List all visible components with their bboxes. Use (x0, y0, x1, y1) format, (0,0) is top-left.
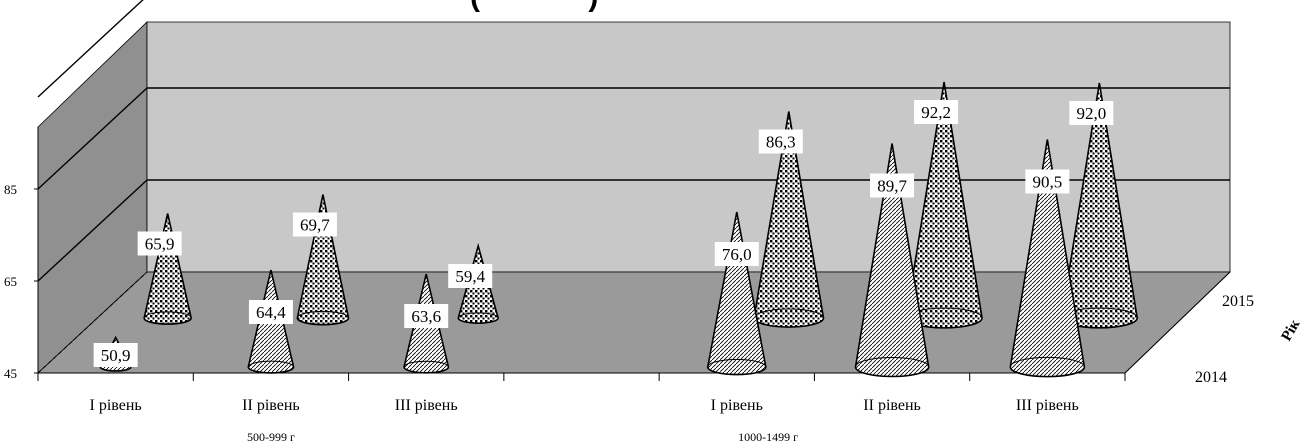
svg-text:92,2: 92,2 (921, 103, 951, 122)
data-label-2014-1: 64,4 (248, 300, 293, 324)
y-tick-label: 85 (4, 182, 17, 197)
data-label-2014-5: 90,5 (1025, 169, 1070, 194)
svg-text:63,6: 63,6 (411, 307, 441, 326)
chart-title-fragment: ( ) (470, 0, 598, 14)
data-labels: 65,9 69,7 59,4 86,3 92,2 92,0 50,9 64,4 63,6 76,0… (93, 100, 1114, 367)
data-label-2015-3: 86,3 (758, 129, 803, 154)
data-label-2015-1: 69,7 (292, 212, 337, 237)
svg-text:50,9: 50,9 (101, 346, 131, 365)
gridline-side-0 (37, 179, 148, 282)
cone-2015-0 (143, 213, 192, 325)
category-label: І рівень (90, 397, 142, 414)
cone-2014-5 (1009, 139, 1086, 378)
data-label-2015-5: 92,0 (1069, 101, 1114, 125)
y-tick-label: 45 (4, 366, 17, 381)
gridline-side-1 (37, 87, 148, 190)
depth-axis: 2014 2015 Рік (1195, 293, 1303, 386)
svg-text:64,4: 64,4 (256, 303, 286, 322)
data-label-2014-0: 50,9 (93, 343, 138, 367)
svg-text:90,5: 90,5 (1032, 173, 1062, 192)
svg-text:65,9: 65,9 (145, 235, 175, 254)
data-label-2014-2: 63,6 (404, 304, 449, 328)
category-group-label: 1000-1499 г (738, 430, 798, 444)
cone-2014-3 (706, 211, 767, 376)
svg-text:92,0: 92,0 (1076, 104, 1106, 123)
category-label: ІІІ рівень (395, 397, 458, 414)
cone-2014-4 (854, 143, 930, 378)
depth-label-2014: 2014 (1195, 369, 1227, 386)
depth-axis-line (1124, 271, 1231, 374)
y-axis-ticks: 45 65 85 (4, 182, 38, 381)
svg-text:59,4: 59,4 (455, 267, 485, 286)
gridline-side-2 (37, 0, 144, 98)
category-label: ІІІ рівень (1016, 397, 1079, 414)
y-tick-label: 65 (4, 274, 17, 289)
depth-axis-title: Рік (1279, 317, 1303, 344)
cone-2015-1 (296, 194, 350, 326)
data-label-2014-4: 89,7 (870, 173, 915, 198)
data-label-2014-3: 76,0 (714, 242, 759, 266)
data-label-2015-4: 92,2 (914, 100, 959, 124)
svg-text:76,0: 76,0 (722, 245, 752, 264)
category-label: ІІ рівень (863, 397, 921, 414)
category-group-label: 500-999 г (247, 430, 295, 444)
depth-label-2015: 2015 (1222, 293, 1254, 310)
data-label-2015-0: 65,9 (137, 231, 182, 256)
svg-text:69,7: 69,7 (300, 216, 330, 235)
cone-marks (99, 81, 1139, 378)
x-axis-ticks: І рівень ІІ рівень ІІІ рівень І рівень ІІ рі… (37, 373, 1126, 444)
category-label: ІІ рівень (242, 397, 300, 414)
category-label: І рівень (711, 397, 763, 414)
svg-text:86,3: 86,3 (766, 133, 796, 152)
data-label-2015-2: 59,4 (448, 264, 493, 288)
gridline-floor-edge (37, 271, 148, 374)
svg-text:89,7: 89,7 (877, 177, 907, 196)
